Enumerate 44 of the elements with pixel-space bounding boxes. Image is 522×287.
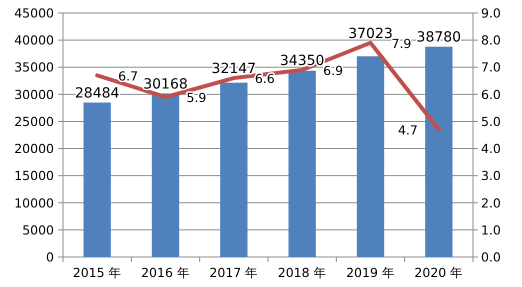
- x-tick-label: 2016 年: [141, 265, 190, 280]
- data-label: 7.9: [392, 36, 412, 51]
- bar: [425, 46, 452, 257]
- x-tick-label: 2017 年: [209, 265, 258, 280]
- bar: [356, 56, 384, 257]
- bar: [152, 93, 180, 257]
- data-label: 6.9: [323, 62, 344, 78]
- bar: [288, 70, 316, 257]
- data-label: 37023: [348, 26, 393, 42]
- y2-tick-label: 6.0: [481, 86, 501, 102]
- data-label: 30168: [143, 76, 188, 92]
- y-tick-label: 35000: [14, 60, 54, 75]
- y-tick-label: 25000: [14, 114, 54, 129]
- y2-tick-label: 0.0: [481, 250, 501, 264]
- y-tick-label: 0: [46, 250, 54, 264]
- y2-tick-label: 4.0: [481, 141, 501, 156]
- y2-tick-label: 7.0: [481, 60, 501, 75]
- y2-tick-label: 2.0: [481, 195, 501, 210]
- data-label: 4.7: [398, 122, 418, 138]
- data-label: 32147: [212, 61, 256, 78]
- data-label: 34350: [280, 52, 324, 69]
- y-tick-label: 5000: [22, 222, 54, 238]
- x-tick-label: 2015 年: [72, 265, 122, 280]
- data-label: 5.9: [186, 90, 206, 106]
- y-tick-label: 20000: [14, 141, 54, 156]
- y-tick-label: 15000: [14, 168, 54, 184]
- y-tick-label: 40000: [14, 32, 54, 48]
- data-label: 28484: [74, 86, 120, 102]
- x-tick-label: 2019 年: [346, 265, 395, 280]
- y2-tick-label: 5.0: [481, 114, 501, 129]
- bar: [84, 102, 111, 257]
- y-tick-label: 45000: [14, 6, 54, 20]
- x-tick-label: 2018 年: [278, 265, 327, 280]
- y-tick-label: 30000: [14, 86, 54, 102]
- data-label: 38780: [416, 30, 462, 46]
- bar: [220, 82, 248, 257]
- y2-tick-label: 3.0: [481, 168, 501, 184]
- data-label: 6.6: [254, 71, 275, 86]
- x-tick-label: 2020 年: [414, 265, 464, 280]
- y2-tick-label: 9.0: [481, 6, 501, 20]
- y-tick-label: 10000: [14, 195, 54, 210]
- y2-tick-label: 8.0: [481, 32, 501, 48]
- y2-tick-label: 1.0: [481, 222, 501, 238]
- data-label: 6.7: [118, 68, 138, 84]
